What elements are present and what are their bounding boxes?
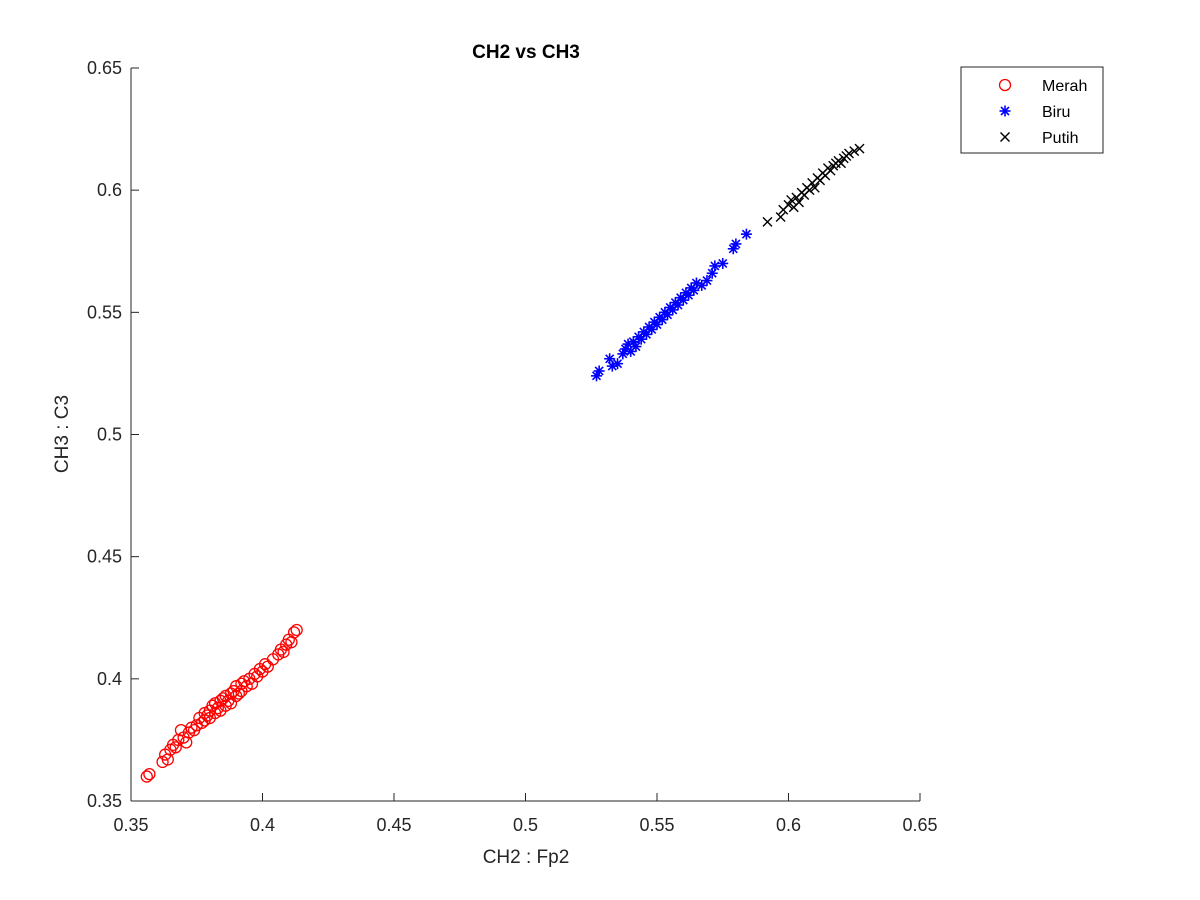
legend-label-merah: Merah <box>1042 78 1087 95</box>
legend-label-biru: Biru <box>1042 104 1070 121</box>
y-tick-label: 0.55 <box>87 302 122 322</box>
data-point <box>740 228 752 240</box>
x-tick-label: 0.45 <box>376 815 411 835</box>
y-axis-label: CH3 : C3 <box>52 395 73 473</box>
chart-title: CH2 vs CH3 <box>472 42 580 63</box>
legend-marker-putih <box>1000 132 1010 142</box>
data-point <box>849 146 860 157</box>
data-point <box>169 741 182 754</box>
x-tick-label: 0.35 <box>113 815 148 835</box>
y-tick-label: 0.6 <box>97 180 122 200</box>
legend-box <box>960 66 1104 154</box>
y-tick-label: 0.5 <box>97 425 122 445</box>
x-axis-ticks: 0.35 0.4 0.45 0.5 0.55 0.6 0.65 <box>113 793 938 835</box>
x-tick-label: 0.5 <box>513 815 538 835</box>
legend-marker-merah <box>998 78 1012 92</box>
y-tick-label: 0.45 <box>87 547 122 567</box>
data-point <box>717 257 729 269</box>
data-point <box>290 623 303 637</box>
data-point <box>762 216 773 227</box>
data-point <box>786 194 797 205</box>
data-point <box>854 143 865 154</box>
data-point <box>696 279 708 291</box>
data-point <box>730 238 742 250</box>
data-point <box>701 275 713 287</box>
legend: Merah Biru Putih <box>960 66 1104 154</box>
data-point <box>140 770 153 783</box>
data-point <box>630 341 642 353</box>
x-tick-label: 0.55 <box>639 815 674 835</box>
x-axis-label: CH2 : Fp2 <box>483 847 570 868</box>
data-point <box>794 197 805 208</box>
data-point <box>783 199 794 210</box>
x-tick-label: 0.4 <box>250 815 275 835</box>
x-tick-label: 0.65 <box>902 815 937 835</box>
data-point <box>287 626 301 639</box>
series-putih <box>762 143 865 227</box>
series-biru <box>591 228 752 382</box>
data-point <box>804 185 815 196</box>
series-merah <box>140 623 303 783</box>
plot-area: 0.35 0.4 0.45 0.5 0.55 0.6 0.65 0.35 0.4 0.45 0.5… <box>87 58 938 835</box>
legend-marker-biru <box>999 105 1011 117</box>
data-point <box>612 358 624 370</box>
data-point <box>143 767 156 781</box>
y-tick-label: 0.35 <box>87 791 122 811</box>
data-point <box>843 148 854 159</box>
data-point <box>836 158 847 169</box>
legend-label-putih: Putih <box>1042 130 1078 147</box>
data-point <box>775 212 786 223</box>
y-tick-label: 0.4 <box>97 669 122 689</box>
data-point <box>809 182 820 193</box>
data-point <box>709 260 721 272</box>
x-tick-label: 0.6 <box>776 815 801 835</box>
y-tick-label: 0.65 <box>87 58 122 78</box>
data-point <box>593 365 605 377</box>
data-point <box>277 645 290 659</box>
data-point <box>825 165 836 176</box>
y-axis-ticks: 0.35 0.4 0.45 0.5 0.55 0.6 0.65 <box>87 58 139 811</box>
data-point <box>211 702 224 715</box>
data-points <box>140 143 865 783</box>
